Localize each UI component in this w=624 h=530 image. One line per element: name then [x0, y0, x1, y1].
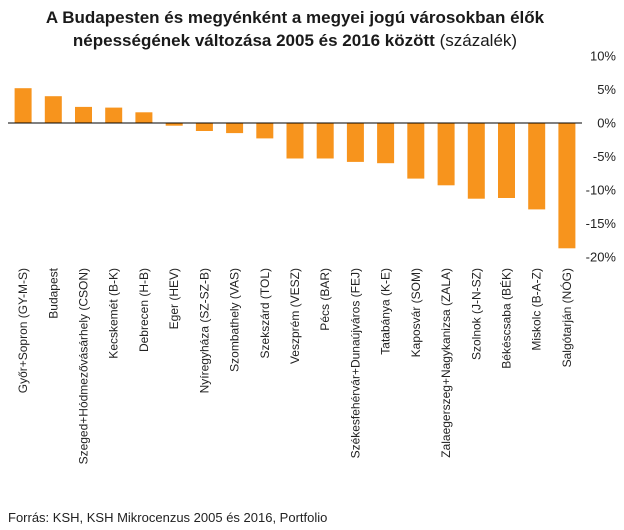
category-label-4: Kecskemét (B-K) — [107, 268, 121, 359]
chart-title-line2-text: népességének változása 2005 és 2016 közö… — [72, 31, 435, 50]
bar-18 — [528, 123, 546, 210]
bar-16 — [467, 123, 485, 199]
y-axis: 10% 5% 0% -5% -10% -15% -20% — [8, 49, 616, 265]
y-tick-label-2: 5% — [597, 82, 616, 97]
category-label-15: Zalaegerszeg+Nagykanizsa (ZALA) — [439, 268, 453, 458]
category-label-10: Veszprém (VESZ) — [288, 268, 302, 364]
bar-8 — [226, 123, 244, 134]
bar-6 — [165, 123, 183, 126]
bar-3 — [75, 106, 92, 123]
category-label-19: Salgótarján (NÓG) — [559, 268, 574, 367]
category-label-3: Szeged+Hódmezővásárhely (CSON) — [77, 268, 91, 464]
chart-title-line1: A Budapesten és megyénként a megyei jogú… — [45, 8, 545, 27]
category-label-6: Eger (HEV) — [167, 268, 181, 329]
bars-group — [14, 88, 576, 249]
source-note: Forrás: KSH, KSH Mikrocenzus 2005 és 201… — [8, 510, 328, 525]
bar-2 — [44, 96, 62, 123]
chart-title-line2: népességének változása 2005 és 2016 közö… — [0, 29, 590, 52]
bar-17 — [498, 123, 515, 198]
bar-13 — [377, 123, 395, 164]
bar-9 — [256, 123, 274, 139]
category-label-17: Békéscsaba (BÉK) — [499, 268, 514, 369]
category-label-18: Miskolc (B-A-Z) — [530, 268, 544, 351]
category-label-1: Győr+Sopron (GY-M-S) — [16, 268, 30, 393]
bar-15 — [437, 123, 455, 186]
bar-4 — [105, 107, 123, 123]
category-label-12: Székesfehérvár+Dunaújváros (FEJ) — [348, 268, 362, 458]
bar-12 — [346, 123, 364, 162]
category-label-5: Debrecen (H-B) — [137, 268, 151, 352]
category-label-7: Nyíregyháza (SZ-SZ-B) — [197, 268, 211, 393]
bar-7 — [195, 123, 213, 131]
category-label-16: Szolnok (J-N-SZ) — [469, 268, 483, 360]
category-label-2: Budapest — [46, 267, 60, 318]
bar-5 — [135, 112, 153, 123]
category-label-8: Szombathely (VAS) — [228, 268, 242, 372]
bar-19 — [558, 123, 576, 249]
y-tick-label-4: -5% — [593, 149, 617, 164]
chart-title-unit: (százalék) — [439, 31, 518, 50]
bar-1 — [14, 88, 32, 123]
chart-title: A Budapesten és megyénként a megyei jogú… — [0, 6, 590, 52]
bar-14 — [407, 123, 425, 179]
y-tick-label-3: 0% — [597, 116, 616, 131]
category-label-14: Kaposvár (SOM) — [409, 268, 423, 357]
bar-10 — [286, 123, 304, 159]
y-tick-label-6: -15% — [586, 216, 617, 231]
y-tick-label-7: -20% — [586, 250, 617, 265]
category-label-11: Pécs (BAR) — [318, 268, 332, 331]
x-axis-labels: Győr+Sopron (GY-M-S) Budapest Szeged+Hódme… — [16, 267, 574, 464]
category-label-13: Tatabánya (K-E) — [379, 268, 393, 355]
y-tick-label-5: -10% — [586, 183, 617, 198]
y-tick-label-1: 10% — [590, 49, 616, 64]
bar-11 — [316, 123, 334, 159]
category-label-9: Szekszárd (TOL) — [258, 268, 272, 358]
